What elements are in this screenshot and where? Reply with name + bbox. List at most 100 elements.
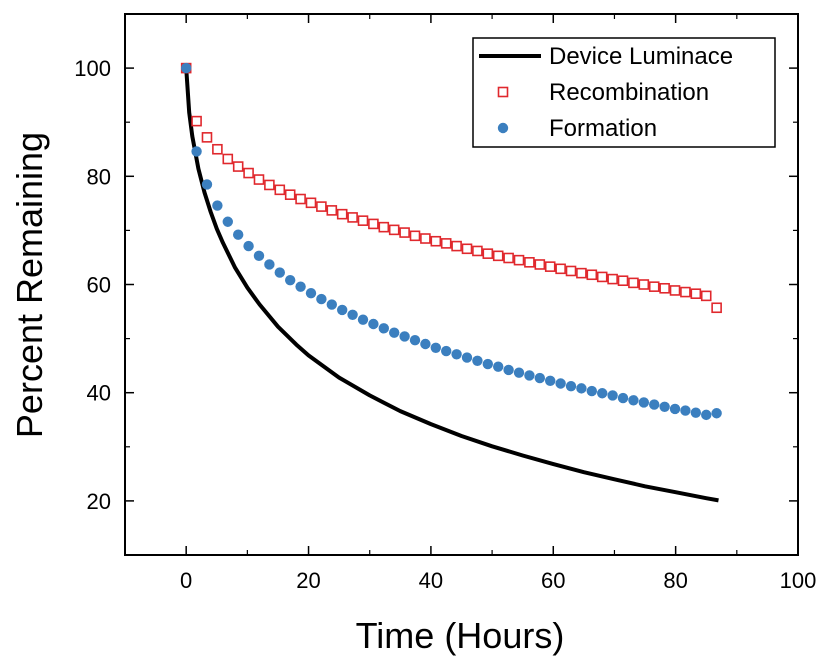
formation-point <box>451 349 462 360</box>
formation-point <box>191 146 202 157</box>
formation-point <box>326 299 337 310</box>
recombination-point <box>316 201 327 212</box>
recombination-point <box>191 115 202 127</box>
recombination-point <box>378 221 390 233</box>
recombination-point <box>399 227 410 238</box>
formation-point <box>253 250 265 262</box>
formation-point <box>284 274 296 286</box>
recombination-point <box>680 286 691 298</box>
formation-point <box>617 392 629 404</box>
formation-point <box>180 62 192 74</box>
formation-point <box>586 385 598 397</box>
formation-point <box>441 345 452 357</box>
recombination-point <box>534 259 546 270</box>
recombination-point <box>586 269 598 281</box>
recombination-point <box>690 288 702 299</box>
formation-point <box>222 216 233 227</box>
plot-area <box>180 62 722 503</box>
formation-point <box>565 381 577 392</box>
recombination-point <box>440 238 452 249</box>
recombination-point <box>596 271 608 283</box>
series-line-device-luminace <box>184 67 719 503</box>
legend: Device Luminace Recombination Formation <box>472 37 776 148</box>
formation-point <box>201 179 213 190</box>
formation-point <box>576 383 587 394</box>
formation-point <box>232 229 244 240</box>
y-tick-label: 20 <box>87 489 111 514</box>
formation-point <box>669 403 681 415</box>
recombination-point <box>555 263 566 275</box>
formation-point <box>347 309 358 320</box>
formation-point <box>638 397 650 408</box>
recombination-point <box>607 273 618 285</box>
recombination-point <box>524 257 535 268</box>
recombination-point <box>461 243 473 255</box>
formation-point <box>534 372 546 384</box>
formation-point <box>555 378 566 389</box>
formation-point <box>368 318 379 330</box>
recombination-point <box>388 224 400 236</box>
recombination-point <box>659 282 670 294</box>
recombination-point <box>503 252 514 264</box>
formation-point <box>597 388 608 399</box>
formation-point <box>503 364 514 376</box>
x-tick-label: 80 <box>663 568 687 593</box>
recombination-point <box>472 245 483 257</box>
recombination-point <box>617 275 629 287</box>
formation-point <box>493 361 504 372</box>
recombination-point <box>628 277 639 289</box>
recombination-point <box>420 233 431 244</box>
x-tick-label: 100 <box>780 568 817 593</box>
x-axis-title: Time (Hours) <box>356 615 565 656</box>
formation-point <box>607 390 618 401</box>
x-tick-label: 0 <box>180 568 192 593</box>
recombination-point <box>305 197 317 209</box>
formation-point <box>680 405 691 416</box>
legend-label: Formation <box>549 115 657 142</box>
recombination-point <box>336 208 348 220</box>
formation-point <box>399 331 410 342</box>
recombination-point <box>576 267 587 279</box>
recombination-point <box>482 248 494 259</box>
recombination-point <box>565 265 577 277</box>
recombination-point <box>492 250 504 262</box>
recombination-point <box>264 179 275 191</box>
x-tick-label: 60 <box>541 568 565 593</box>
recombination-point <box>669 285 681 296</box>
x-tick-label: 40 <box>419 568 443 593</box>
formation-point <box>243 240 254 252</box>
y-tick-label: 100 <box>74 56 111 81</box>
formation-point <box>212 200 223 211</box>
legend-swatch-circle <box>497 122 509 134</box>
legend-swatch-square <box>497 86 509 98</box>
recombination-point <box>638 279 650 290</box>
y-tick-label: 40 <box>87 381 111 406</box>
recombination-point <box>274 184 286 196</box>
formation-point <box>545 375 556 386</box>
formation-point <box>420 338 431 350</box>
x-tick-label: 20 <box>296 568 320 593</box>
recombination-point <box>451 240 462 252</box>
formation-point <box>649 399 660 410</box>
recombination-point <box>347 212 358 223</box>
formation-point <box>524 370 535 381</box>
formation-point <box>690 407 702 418</box>
formation-point <box>409 335 421 346</box>
recombination-point <box>700 290 712 302</box>
formation-point <box>461 352 473 363</box>
formation-point <box>628 395 639 406</box>
formation-point <box>711 408 722 419</box>
recombination-point <box>243 167 254 179</box>
legend-label: Device Luminace <box>549 43 733 70</box>
y-axis-title: Percent Remaining <box>9 132 50 438</box>
axes: 0 20 40 60 80 100 20 40 60 80 100 <box>74 13 817 593</box>
recombination-point <box>222 153 234 165</box>
recombination-point <box>201 132 213 143</box>
recombination-point <box>357 215 369 226</box>
y-tick-label: 80 <box>87 164 111 189</box>
formation-point <box>295 281 306 292</box>
formation-point <box>336 304 348 316</box>
recombination-point <box>513 254 525 266</box>
formation-point <box>389 327 400 338</box>
recombination-point <box>253 174 265 185</box>
